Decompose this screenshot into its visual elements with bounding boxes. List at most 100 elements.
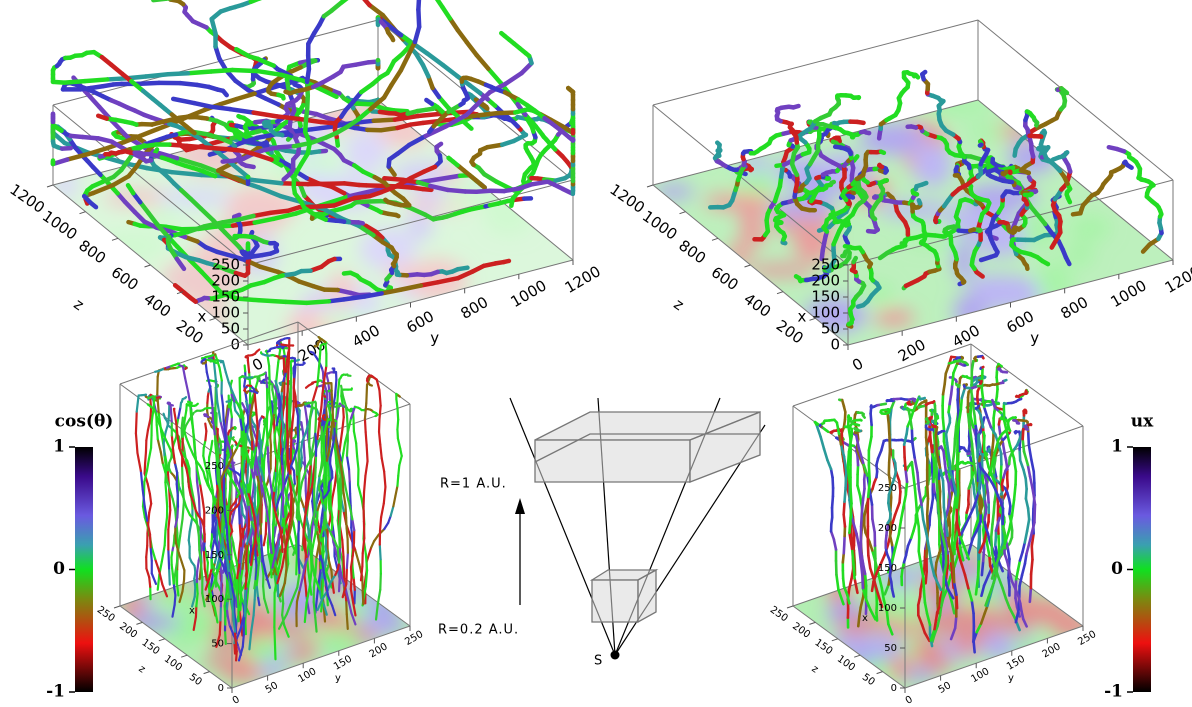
field-line-segment	[137, 142, 159, 150]
field-line-segment	[425, 51, 446, 68]
plane-blob	[873, 309, 915, 327]
field-line-segment	[356, 223, 376, 238]
field-line-segment	[177, 406, 182, 420]
field-line-segment	[196, 559, 200, 573]
field-line-segment	[389, 68, 404, 88]
field-line-segment	[146, 482, 152, 495]
field-line-segment	[832, 144, 843, 150]
field-line-segment	[125, 182, 136, 196]
plane-blob	[204, 654, 233, 669]
field-line-segment	[241, 633, 245, 648]
field-line-segment	[185, 69, 214, 76]
field-line-segment	[312, 571, 317, 589]
x-tick-label: 50	[221, 320, 240, 338]
field-line-segment	[193, 440, 197, 457]
field-line-segment	[145, 457, 151, 472]
field-line-segment	[177, 551, 184, 564]
field-line-segment	[324, 537, 328, 548]
field-line-segment	[145, 567, 151, 579]
field-line-segment	[168, 0, 181, 4]
field-line-segment	[345, 599, 348, 616]
field-line-segment	[230, 67, 260, 74]
field-line-segment	[90, 182, 116, 196]
field-line-segment	[351, 565, 355, 579]
field-line-segment	[392, 494, 397, 508]
field-line-segment	[281, 602, 285, 617]
field-line-segment	[174, 156, 203, 168]
field-line-segment	[149, 407, 153, 420]
field-line-segment	[184, 124, 197, 136]
field-line-segment	[165, 494, 169, 508]
field-line-segment	[198, 206, 216, 224]
field-line-segment	[338, 510, 342, 530]
field-line-segment	[916, 198, 923, 206]
field-line-segment	[434, 0, 445, 10]
field-line-segment	[230, 220, 257, 228]
field-line-segment	[195, 581, 199, 595]
z-tick-label: 600	[108, 263, 142, 294]
field-line-segment	[180, 416, 184, 430]
field-line-segment	[142, 219, 160, 230]
field-line-segment	[228, 106, 256, 115]
field-line-segment	[286, 551, 290, 565]
field-line-segment	[171, 572, 175, 585]
field-line-segment	[170, 434, 175, 452]
y-tick-label: 400	[949, 321, 983, 351]
field-line-segment	[165, 70, 191, 77]
field-line-segment	[396, 437, 402, 450]
plane-blob	[1064, 242, 1095, 266]
field-line-segment	[143, 71, 171, 79]
field-line-segment	[477, 90, 493, 105]
y-axis-label: y	[430, 329, 439, 347]
field-line-segment	[395, 142, 412, 156]
z-tick-label: 1000	[39, 207, 81, 244]
field-line-segment	[392, 113, 421, 122]
field-line-segment	[144, 165, 175, 175]
field-line-segment	[273, 626, 277, 646]
field-line-segment	[86, 145, 110, 157]
field-line-segment	[204, 430, 208, 442]
field-line-segment	[194, 402, 199, 407]
field-line-segment	[268, 208, 291, 216]
y-axis-label: y	[1030, 329, 1039, 347]
field-line-segment	[180, 561, 186, 572]
field-line-segment	[172, 435, 178, 446]
field-line-segment	[83, 89, 102, 110]
x-tick-label: 150	[811, 288, 840, 306]
field-line-segment	[300, 456, 303, 468]
field-line-segment	[188, 446, 195, 456]
field-line-segment	[445, 187, 468, 194]
field-line-segment	[181, 500, 186, 521]
field-line-segment	[148, 576, 152, 588]
field-line-segment	[364, 552, 369, 572]
plane-blob	[726, 243, 753, 265]
field-line-segment	[919, 180, 929, 187]
field-line-segment	[427, 183, 450, 193]
field-line-segment	[251, 110, 279, 119]
field-line-segment	[164, 516, 169, 532]
field-line-segment	[121, 133, 143, 145]
field-line-segment	[154, 557, 161, 573]
field-line-segment	[324, 552, 328, 565]
field-line-segment	[420, 173, 463, 185]
field-line-segment	[171, 497, 177, 511]
field-line-segment	[263, 447, 267, 462]
plane-blob	[746, 262, 816, 278]
box-face	[591, 579, 639, 623]
field-line-segment	[314, 556, 318, 574]
z-tick	[646, 184, 654, 188]
field-line-segment	[223, 528, 227, 541]
field-line-segment	[424, 97, 435, 107]
field-line-segment	[344, 404, 349, 417]
field-line-segment	[341, 538, 345, 558]
field-line-segment	[192, 100, 214, 110]
plane-blob	[103, 188, 179, 209]
field-line-segment	[248, 0, 261, 5]
field-line-segment	[80, 134, 101, 141]
field-line-segment	[201, 220, 225, 229]
field-line-segment	[162, 412, 166, 419]
field-line-segment	[189, 404, 193, 418]
source-label: S	[594, 654, 603, 669]
